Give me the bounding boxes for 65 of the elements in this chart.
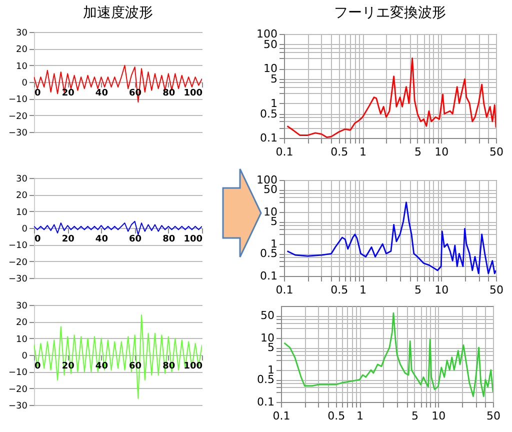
chart-title: 加速度波形 — [83, 5, 153, 21]
x-tick-label: 100 — [184, 88, 202, 98]
y-tick-label: 10 — [264, 62, 278, 76]
x-tick-label: 0.5 — [328, 410, 346, 422]
x-tick-label: 1 — [356, 410, 364, 422]
x-tick-label: 1 — [360, 284, 367, 296]
y-tick-label: −30 — [8, 128, 28, 138]
y-tick-label: 5 — [270, 72, 278, 86]
x-tick-label: 0.5 — [330, 284, 348, 296]
y-tick-label: 10 — [16, 62, 28, 72]
y-tick-label: 20 — [16, 191, 28, 202]
x-tick-label: 40 — [95, 88, 108, 98]
x-tick-label: 50 — [490, 284, 504, 296]
y-tick-label: 0.5 — [260, 107, 278, 120]
y-tick-label: 50 — [260, 309, 274, 322]
x-tick-label: 5 — [411, 410, 418, 422]
y-tick-label: 30 — [16, 302, 28, 312]
y-tick-label: 10 — [16, 334, 28, 345]
y-tick-label: 50 — [264, 38, 278, 51]
y-tick-label: −10 — [8, 95, 28, 106]
x-tick-label: 10 — [434, 284, 449, 296]
chart-title: フーリエ変換波形 — [334, 5, 446, 21]
y-tick-label: 20 — [16, 318, 28, 328]
x-tick-label: 0 — [34, 362, 41, 372]
y-tick-label: 30 — [16, 174, 28, 184]
y-tick-label: 0.5 — [260, 247, 278, 260]
x-tick-label: 1 — [360, 146, 367, 158]
x-tick-label: 80 — [162, 234, 176, 244]
y-tick-label: −10 — [8, 368, 28, 378]
x-tick-label: 100 — [184, 234, 202, 244]
y-tick-label: −30 — [8, 402, 28, 412]
line-series — [34, 220, 202, 236]
x-tick-label: 20 — [62, 234, 74, 244]
x-tick-label: 60 — [129, 234, 142, 244]
x-tick-label: 100 — [184, 362, 202, 372]
y-tick-label: −30 — [8, 274, 28, 284]
y-tick-label: 20 — [16, 45, 28, 56]
x-tick-label: 0.5 — [330, 146, 348, 158]
y-tick-label: 10 — [16, 208, 28, 218]
y-tick-label: 0.5 — [257, 373, 274, 386]
x-tick-label: 50 — [490, 146, 504, 158]
x-tick-label: 40 — [95, 234, 108, 244]
y-tick-label: 0.1 — [257, 396, 274, 408]
y-tick-label: 0.1 — [260, 132, 278, 144]
y-tick-label: 0 — [22, 78, 28, 88]
line-series — [34, 314, 202, 399]
y-tick-label: 0 — [22, 352, 28, 362]
x-tick-label: 10 — [432, 410, 446, 422]
x-tick-label: 10 — [434, 146, 449, 158]
y-tick-label: −20 — [8, 112, 28, 122]
x-tick-label: 80 — [162, 88, 176, 98]
y-tick-label: −20 — [8, 258, 28, 268]
y-tick-label: 0.1 — [260, 270, 278, 282]
line-series — [34, 64, 202, 102]
x-tick-label: 5 — [414, 146, 422, 158]
y-tick-label: 30 — [16, 28, 28, 38]
y-tick-label: 0 — [22, 224, 28, 234]
x-tick-label: 20 — [62, 88, 74, 98]
x-tick-label: 0 — [34, 234, 41, 244]
x-tick-label: 50 — [486, 410, 500, 422]
y-tick-label: −20 — [8, 384, 28, 395]
x-tick-label: 5 — [414, 284, 422, 296]
y-tick-label: −10 — [8, 241, 28, 252]
x-tick-label: 0 — [34, 88, 41, 98]
y-tick-label: 100 — [256, 28, 278, 40]
